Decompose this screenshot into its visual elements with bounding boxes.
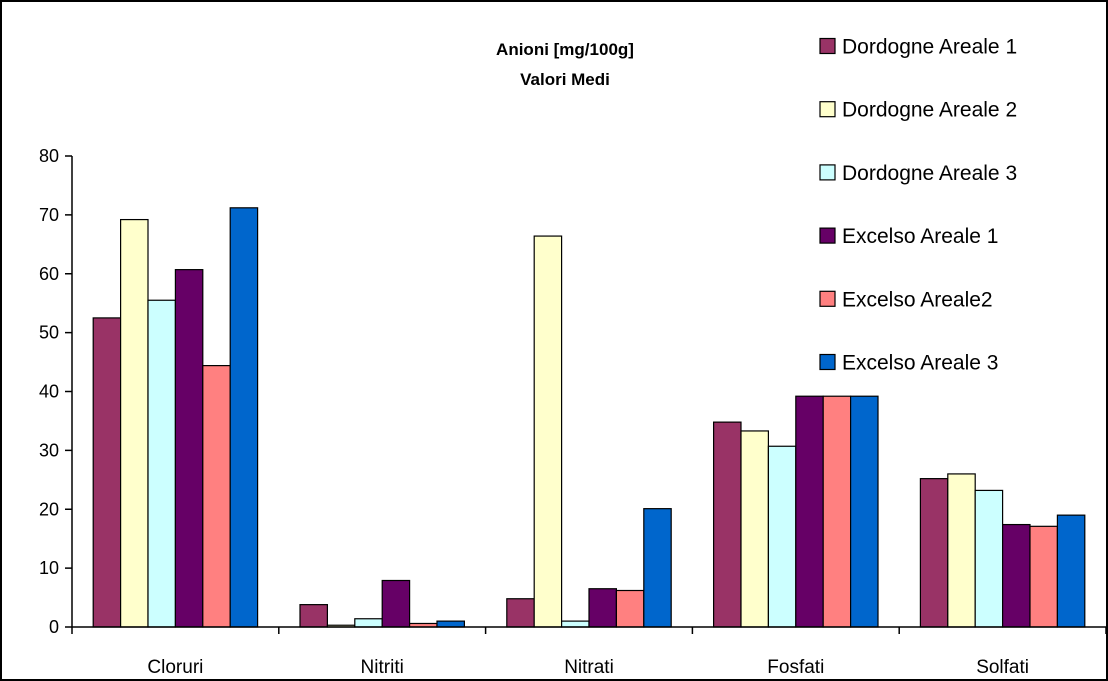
bar-fosfati-series-4	[795, 395, 824, 628]
bar-nitrati-series-4	[588, 588, 617, 628]
legend-label-5: Excelso Areale2	[842, 288, 993, 311]
legend-swatch-2	[819, 101, 836, 118]
bar-cloruri-series-2	[119, 218, 149, 628]
axes-group: 0 10 20 30 40 50 60 70 80 Cloruri Nitriti Nitrati Fo…	[39, 146, 1107, 678]
y-tick-label: 70	[39, 205, 59, 225]
bar-solfati-series-6	[1056, 514, 1086, 628]
bar-fosfati-series-6	[849, 395, 879, 628]
legend: Dordogne Areale 1 Dordogne Areale 2 Dordog…	[819, 36, 1017, 375]
y-tick-label: 20	[39, 499, 59, 519]
chart-subtitle: Valori Medi	[520, 70, 610, 89]
y-tick-label: 0	[49, 617, 59, 637]
bar-cloruri-series-3	[147, 299, 176, 628]
bar-fosfati-series-5	[822, 395, 852, 628]
bar-nitrati-series-2	[533, 235, 563, 628]
y-tick-label: 40	[39, 382, 59, 402]
x-tick-label-nitriti: Nitriti	[361, 657, 404, 678]
bar-fosfati-series-2	[740, 430, 769, 628]
bar-solfati-series-4	[1001, 523, 1031, 628]
y-tick-label: 30	[39, 440, 59, 460]
bar-nitriti-series-3	[354, 618, 383, 628]
legend-swatch-4	[819, 227, 836, 244]
bar-solfati-series-3	[974, 489, 1004, 628]
bar-solfati-series-1	[919, 478, 949, 628]
legend-swatch-5	[819, 290, 836, 307]
bar-cloruri-series-6	[229, 207, 259, 628]
chart-title: Anioni [mg/100g]	[496, 40, 634, 59]
bar-nitriti-series-1	[299, 604, 328, 628]
legend-label-3: Dordogne Areale 3	[842, 162, 1017, 185]
legend-label-4: Excelso Areale 1	[842, 225, 998, 248]
legend-label-2: Dordogne Areale 2	[842, 99, 1017, 122]
y-tick-label: 80	[39, 146, 59, 166]
bar-nitrati-series-3	[560, 620, 590, 628]
y-tick-label: 50	[39, 323, 59, 343]
bar-cloruri-series-4	[174, 269, 204, 628]
legend-label-1: Dordogne Areale 1	[842, 36, 1017, 59]
bar-nitrati-series-6	[643, 508, 672, 628]
x-tick-label-nitrati: Nitrati	[564, 657, 614, 678]
x-tick-label-solfati: Solfati	[976, 657, 1029, 678]
bar-nitriti-series-4	[381, 579, 411, 628]
legend-label-6: Excelso Areale 3	[842, 352, 998, 375]
bar-fosfati-series-1	[712, 421, 742, 628]
bar-solfati-series-5	[1029, 525, 1058, 628]
bar-fosfati-series-3	[767, 445, 797, 628]
legend-swatch-6	[819, 353, 836, 371]
y-tick-label: 10	[39, 558, 59, 578]
y-tick-label: 60	[39, 264, 59, 284]
bar-nitrati-series-1	[506, 598, 535, 628]
bar-cloruri-series-5	[202, 365, 231, 628]
bar-cloruri-series-1	[92, 317, 122, 628]
bar-nitriti-series-6	[436, 620, 465, 628]
x-tick-label-cloruri: Cloruri	[147, 657, 203, 678]
x-tick-label-fosfati: Fosfati	[767, 657, 824, 678]
bars-group	[92, 207, 1086, 628]
bar-nitrati-series-5	[615, 589, 645, 628]
legend-swatch-1	[819, 37, 836, 55]
legend-swatch-3	[819, 164, 836, 181]
bar-solfati-series-2	[947, 473, 976, 628]
